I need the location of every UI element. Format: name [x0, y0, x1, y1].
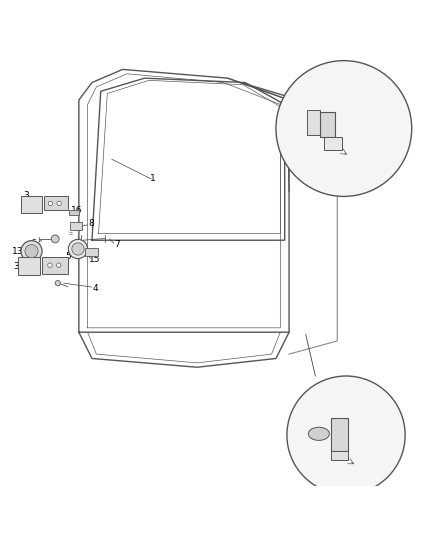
FancyBboxPatch shape [324, 138, 342, 150]
Text: 8: 8 [88, 219, 94, 228]
Circle shape [25, 245, 38, 258]
Text: 3: 3 [23, 191, 29, 200]
FancyBboxPatch shape [70, 222, 82, 230]
Text: 14: 14 [306, 445, 316, 454]
Text: 9: 9 [352, 116, 357, 125]
FancyBboxPatch shape [18, 257, 40, 275]
Text: 13: 13 [12, 247, 23, 256]
Text: 15: 15 [314, 458, 325, 467]
Ellipse shape [308, 427, 329, 440]
Text: 1: 1 [150, 174, 156, 183]
Text: 9: 9 [374, 413, 379, 422]
Text: 16: 16 [71, 206, 82, 215]
Text: 6: 6 [31, 239, 37, 248]
Text: 3: 3 [14, 262, 20, 271]
Text: 12: 12 [298, 113, 308, 122]
Circle shape [51, 235, 59, 243]
Circle shape [276, 61, 412, 197]
Circle shape [55, 280, 60, 286]
Text: 5: 5 [65, 252, 71, 261]
FancyBboxPatch shape [85, 248, 98, 256]
Circle shape [21, 241, 42, 262]
FancyBboxPatch shape [21, 197, 42, 213]
Text: 15: 15 [89, 255, 101, 264]
Circle shape [68, 239, 88, 259]
Circle shape [48, 201, 53, 206]
FancyBboxPatch shape [69, 209, 79, 215]
Circle shape [72, 243, 84, 255]
Circle shape [287, 376, 405, 494]
Circle shape [48, 263, 52, 268]
Circle shape [57, 201, 61, 206]
Text: 11: 11 [325, 101, 336, 110]
FancyBboxPatch shape [320, 112, 335, 138]
Circle shape [57, 263, 61, 268]
FancyBboxPatch shape [44, 197, 68, 211]
FancyBboxPatch shape [42, 257, 68, 273]
FancyBboxPatch shape [331, 451, 348, 460]
FancyBboxPatch shape [307, 110, 320, 135]
FancyBboxPatch shape [331, 418, 348, 451]
Text: 4: 4 [93, 284, 98, 293]
Text: 10: 10 [350, 142, 360, 150]
Text: 7: 7 [114, 240, 120, 249]
